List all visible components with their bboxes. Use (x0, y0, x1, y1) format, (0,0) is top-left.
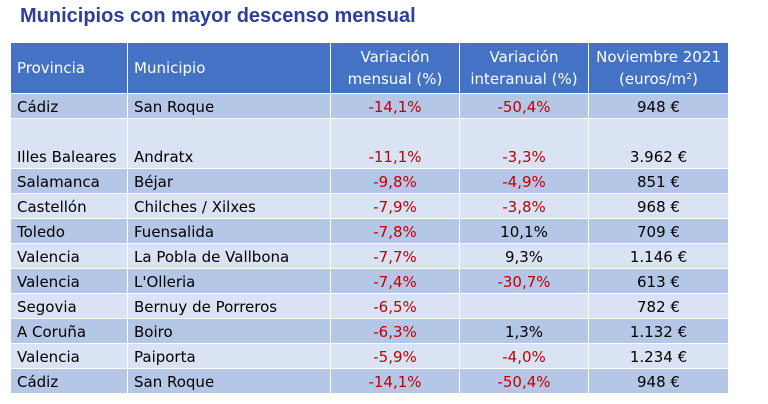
header-provincia: Provincia (10, 42, 128, 94)
cell-variacion-mensual: -7,4% (330, 268, 460, 294)
cell-provincia: Valencia (10, 243, 128, 269)
cell-precio: 613 € (588, 268, 729, 294)
cell-municipio: L'Olleria (127, 268, 331, 294)
cell-precio: 1.234 € (588, 343, 729, 369)
cell-variacion-mensual: -6,3% (330, 318, 460, 344)
cell-variacion-interanual: -4,9% (459, 168, 589, 194)
header-variacion-mensual-line2: mensual (%) (347, 70, 443, 88)
header-variacion-interanual: Variación interanual (%) (459, 42, 589, 94)
cell-provincia: Cádiz (10, 368, 128, 394)
cell-provincia: Valencia (10, 343, 128, 369)
cell-precio: 709 € (588, 218, 729, 244)
header-municipio: Municipio (127, 42, 331, 94)
cell-precio: 968 € (588, 193, 729, 219)
cell-variacion-interanual: -50,4% (459, 93, 589, 119)
cell-variacion-interanual: 10,1% (459, 218, 589, 244)
cell-municipio: La Pobla de Vallbona (127, 243, 331, 269)
header-variacion-interanual-line1: Variación (489, 48, 559, 66)
cell-variacion-interanual: -50,4% (459, 368, 589, 394)
cell-provincia: Castellón (10, 193, 128, 219)
cell-provincia: Salamanca (10, 168, 128, 194)
cell-provincia: Cádiz (10, 93, 128, 119)
table-row: Segovia Bernuy de Porreros -6,5% 782 € (10, 293, 729, 319)
table-row: Salamanca Béjar -9,8% -4,9% 851 € (10, 168, 729, 194)
cell-precio: 1.132 € (588, 318, 729, 344)
cell-municipio: Béjar (127, 168, 331, 194)
cell-provincia: Toledo (10, 218, 128, 244)
cell-precio: 1.146 € (588, 243, 729, 269)
cell-variacion-mensual: -7,7% (330, 243, 460, 269)
table-row: A Coruña Boiro -6,3% 1,3% 1.132 € (10, 318, 729, 344)
cell-variacion-mensual: -14,1% (330, 368, 460, 394)
table-row: Castellón Chilches / Xilxes -7,9% -3,8% 968 … (10, 193, 729, 219)
cell-municipio: Chilches / Xilxes (127, 193, 331, 219)
table-row: Illes Baleares Andratx -11,1% -3,3% 3.962 € (10, 118, 729, 169)
page-title: Municipios con mayor descenso mensual (20, 5, 416, 27)
cell-variacion-mensual: -5,9% (330, 343, 460, 369)
cell-variacion-mensual: -7,8% (330, 218, 460, 244)
cell-variacion-interanual: -30,7% (459, 268, 589, 294)
cell-precio: 3.962 € (588, 118, 729, 169)
header-precio-line1: Noviembre 2021 (596, 48, 721, 66)
cell-municipio: Andratx (127, 118, 331, 169)
cell-municipio: Boiro (127, 318, 331, 344)
table-row: Valencia La Pobla de Vallbona -7,7% 9,3% 1.1… (10, 243, 729, 269)
cell-variacion-mensual: -6,5% (330, 293, 460, 319)
cell-precio: 948 € (588, 93, 729, 119)
cell-municipio: San Roque (127, 93, 331, 119)
header-precio: Noviembre 2021 (euros/m²) (588, 42, 729, 94)
data-table: Provincia Municipio Variación mensual (%… (10, 42, 729, 394)
cell-provincia: Illes Baleares (10, 118, 128, 169)
cell-provincia: Valencia (10, 268, 128, 294)
cell-precio: 782 € (588, 293, 729, 319)
cell-municipio: Paiporta (127, 343, 331, 369)
cell-variacion-interanual: 9,3% (459, 243, 589, 269)
table-row: Valencia L'Olleria -7,4% -30,7% 613 € (10, 268, 729, 294)
cell-provincia: Segovia (10, 293, 128, 319)
cell-precio: 851 € (588, 168, 729, 194)
cell-variacion-mensual: -11,1% (330, 118, 460, 169)
header-variacion-interanual-line2: interanual (%) (470, 70, 578, 88)
cell-provincia: A Coruña (10, 318, 128, 344)
cell-municipio: Bernuy de Porreros (127, 293, 331, 319)
table-header-row: Provincia Municipio Variación mensual (%… (10, 42, 729, 94)
cell-precio: 948 € (588, 368, 729, 394)
table-row: Toledo Fuensalida -7,8% 10,1% 709 € (10, 218, 729, 244)
cell-variacion-interanual: -3,8% (459, 193, 589, 219)
cell-variacion-interanual (459, 293, 589, 319)
cell-variacion-interanual: -4,0% (459, 343, 589, 369)
cell-municipio: Fuensalida (127, 218, 331, 244)
table-row: Valencia Paiporta -5,9% -4,0% 1.234 € (10, 343, 729, 369)
table-row: Cádiz San Roque -14,1% -50,4% 948 € (10, 368, 729, 394)
cell-variacion-interanual: -3,3% (459, 118, 589, 169)
cell-variacion-mensual: -14,1% (330, 93, 460, 119)
cell-variacion-interanual: 1,3% (459, 318, 589, 344)
header-variacion-mensual: Variación mensual (%) (330, 42, 460, 94)
cell-municipio: San Roque (127, 368, 331, 394)
header-variacion-mensual-line1: Variación (360, 48, 430, 66)
header-precio-line2: (euros/m²) (619, 70, 698, 88)
cell-variacion-mensual: -9,8% (330, 168, 460, 194)
table-row: Cádiz San Roque -14,1% -50,4% 948 € (10, 93, 729, 119)
cell-variacion-mensual: -7,9% (330, 193, 460, 219)
